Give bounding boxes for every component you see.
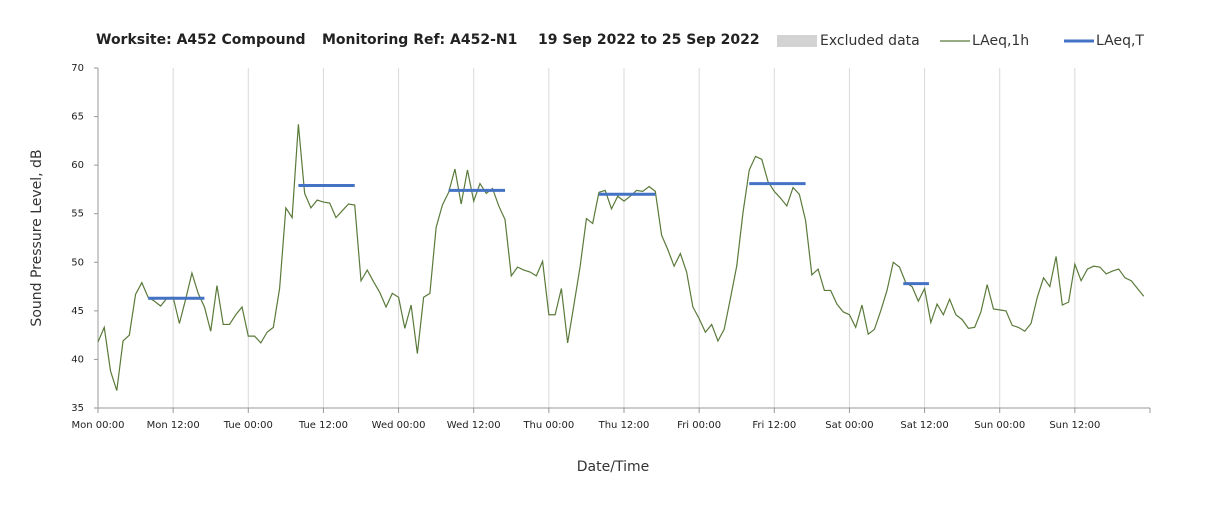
y-tick-label: 60 — [71, 160, 84, 171]
y-tick-label: 45 — [71, 306, 84, 317]
data-line — [97, 124, 1145, 391]
title-worksite: Worksite: A452 Compound — [96, 32, 306, 48]
title-dates: 19 Sep 2022 to 25 Sep 2022 — [538, 32, 760, 48]
x-tick-label: Sat 00:00 — [825, 420, 873, 431]
x-tick-label: Wed 12:00 — [447, 420, 501, 431]
y-tick-label: 40 — [71, 354, 84, 365]
x-tick-label: Fri 12:00 — [752, 420, 796, 431]
y-tick-label: 50 — [71, 257, 84, 268]
y-tick-label: 55 — [71, 209, 84, 220]
y-tick-label: 65 — [71, 112, 84, 123]
x-tick-label: Sun 00:00 — [974, 420, 1025, 431]
x-tick-label: Fri 00:00 — [677, 420, 721, 431]
legend-swatch — [777, 35, 817, 47]
x-tick-label: Sun 12:00 — [1049, 420, 1100, 431]
title-ref: Monitoring Ref: A452-N1 — [322, 32, 517, 48]
legend-label: LAeq,1h — [972, 33, 1029, 49]
x-tick-label: Sat 12:00 — [900, 420, 948, 431]
y-axis-label: Sound Pressure Level, dB — [29, 149, 45, 326]
y-tick-label: 35 — [71, 403, 84, 414]
x-axis-label: Date/Time — [577, 459, 649, 475]
x-tick-label: Wed 00:00 — [372, 420, 426, 431]
x-tick-label: Mon 00:00 — [71, 420, 124, 431]
x-tick-label: Tue 00:00 — [223, 420, 273, 431]
x-tick-label: Thu 00:00 — [522, 420, 574, 431]
y-tick-label: 70 — [71, 63, 84, 74]
legend-label: LAeq,T — [1096, 33, 1144, 49]
legend-label: Excluded data — [820, 33, 920, 49]
x-tick-label: Mon 12:00 — [147, 420, 200, 431]
x-tick-label: Thu 12:00 — [598, 420, 650, 431]
x-tick-label: Tue 12:00 — [298, 420, 348, 431]
